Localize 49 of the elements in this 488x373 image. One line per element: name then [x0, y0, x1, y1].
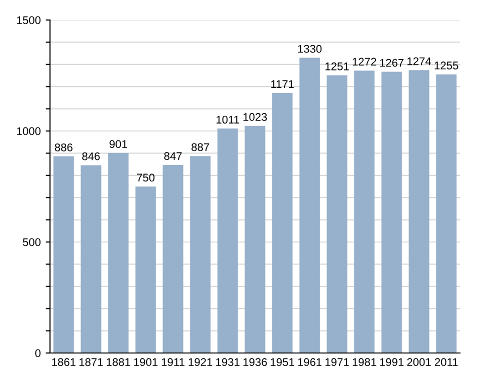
data-label: 1171 — [271, 80, 294, 88]
bar — [272, 93, 293, 353]
bar — [244, 126, 266, 353]
bar — [326, 75, 348, 353]
y-tick-label: 0 — [35, 349, 41, 358]
data-label: 847 — [164, 152, 182, 160]
bar — [135, 186, 156, 353]
data-label: 1011 — [216, 116, 240, 124]
data-label: 1267 — [380, 58, 404, 67]
bar — [217, 128, 238, 353]
y-tick-label: 1500 — [17, 16, 41, 24]
bar — [436, 74, 457, 353]
x-tick-label: 1961 — [298, 358, 322, 366]
data-label: 886 — [54, 143, 72, 152]
x-tick-label: 1951 — [270, 358, 294, 366]
bar — [190, 156, 211, 353]
bar — [80, 165, 102, 353]
x-tick-label: 2011 — [434, 358, 458, 366]
bar — [108, 152, 129, 353]
data-label: 1023 — [243, 113, 267, 121]
data-label: 1251 — [325, 62, 349, 70]
data-label: 1274 — [407, 57, 432, 66]
x-tick-label: 1911 — [162, 358, 184, 366]
data-label: 901 — [110, 140, 128, 148]
bar — [162, 164, 184, 353]
x-tick-label: 1881 — [106, 358, 130, 366]
x-tick-label: 2001 — [407, 358, 431, 366]
x-tick-label: 1861 — [52, 358, 76, 366]
x-tick-label: 1981 — [352, 358, 376, 366]
bar — [408, 70, 430, 353]
x-tick-label: 1931 — [216, 358, 240, 366]
data-label: 887 — [192, 143, 210, 152]
x-tick-label: 1921 — [188, 358, 212, 366]
bar — [381, 72, 402, 353]
x-tick-label: 1936 — [243, 358, 267, 366]
bar — [354, 70, 375, 353]
bar — [53, 156, 74, 353]
y-tick-label: 1000 — [17, 127, 41, 136]
x-tick-label: 1991 — [380, 358, 404, 366]
data-label: 1330 — [298, 44, 322, 53]
data-label: 1255 — [434, 62, 458, 70]
data-label: 750 — [136, 174, 154, 182]
data-label: 1272 — [352, 58, 376, 66]
y-tick-label: 500 — [22, 238, 41, 246]
data-label: 846 — [82, 152, 100, 160]
x-tick-label: 1871 — [79, 358, 103, 366]
x-tick-label: 1901 — [134, 358, 158, 366]
x-tick-label: 1971 — [325, 358, 349, 366]
bar — [299, 58, 320, 353]
